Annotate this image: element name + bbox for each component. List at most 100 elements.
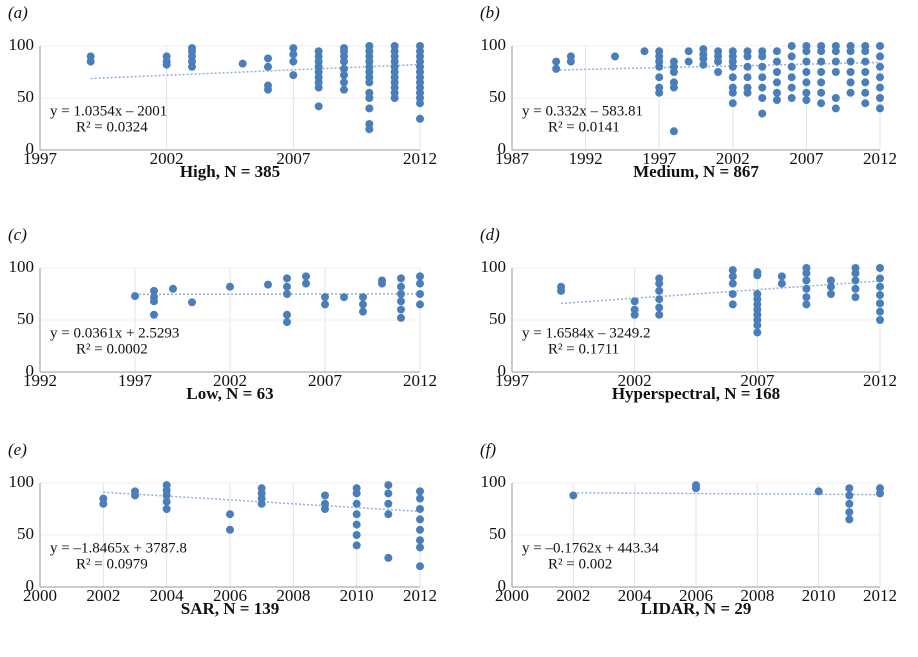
point (846, 88, 855, 97)
y-tick-label: 50 (489, 87, 506, 106)
y-tick-label: 100 (9, 257, 35, 276)
x-tick-label: 2007 (740, 371, 775, 390)
point (630, 305, 639, 314)
point (861, 99, 870, 108)
equation: y = –1.8465x + 3787.8 (50, 540, 187, 556)
equation: y = –0.1762x + 443.34 (522, 540, 659, 556)
point (238, 59, 247, 68)
point (826, 290, 835, 298)
x-tick-label: 1997 (118, 371, 153, 390)
point (302, 272, 310, 281)
point (699, 45, 708, 54)
point (802, 68, 811, 76)
point (365, 120, 374, 128)
point (802, 276, 811, 285)
y-tick-label: 0 (26, 576, 35, 595)
point (162, 505, 171, 513)
r-squared: R² = 0.0141 (548, 119, 620, 135)
point (684, 47, 693, 56)
point (876, 291, 884, 300)
point (846, 68, 855, 76)
point (352, 499, 361, 508)
x-tick-label: 2012 (403, 149, 437, 168)
panel-label: (b) (480, 3, 500, 22)
point (826, 282, 835, 291)
point (758, 83, 767, 92)
point (162, 497, 171, 506)
point (552, 57, 561, 66)
point (283, 290, 291, 298)
point (384, 489, 393, 498)
point (384, 553, 393, 562)
point (846, 57, 855, 66)
point (264, 280, 272, 289)
point (817, 88, 826, 97)
point (802, 293, 811, 302)
panel-label: (d) (480, 225, 500, 244)
point (772, 57, 781, 66)
panel-label: (c) (8, 225, 27, 244)
point (714, 68, 723, 76)
panel-title: Hyperspectral, N = 168 (612, 384, 780, 403)
point (817, 78, 826, 87)
point (264, 62, 272, 71)
point (257, 484, 266, 493)
trendline (561, 280, 881, 305)
point (876, 264, 884, 272)
y-tick-label: 100 (481, 35, 507, 54)
point (787, 73, 796, 82)
x-tick-label: 2012 (863, 371, 897, 390)
point (283, 282, 291, 291)
y-tick-label: 50 (489, 309, 506, 328)
point (714, 47, 723, 56)
point (817, 42, 826, 50)
point (397, 313, 405, 322)
point (162, 481, 171, 490)
point (302, 279, 310, 288)
point (728, 83, 737, 92)
point (699, 60, 708, 69)
y-tick-label: 100 (481, 257, 507, 276)
point (772, 88, 781, 97)
point (416, 536, 424, 545)
x-tick-label: 2010 (340, 586, 374, 605)
y-tick-label: 50 (17, 309, 34, 328)
point (365, 88, 374, 97)
point (753, 268, 762, 277)
y-tick-label: 50 (17, 524, 34, 543)
point (876, 83, 884, 92)
point (845, 491, 854, 500)
x-tick-label: 2002 (716, 149, 750, 168)
x-tick-label: 2002 (213, 371, 247, 390)
point (99, 494, 108, 503)
x-tick-label: 2007 (276, 149, 311, 168)
point (655, 47, 664, 56)
trendline (90, 63, 421, 80)
x-tick-label: 2012 (863, 149, 897, 168)
point (861, 78, 870, 87)
point (378, 276, 386, 285)
point (397, 290, 405, 298)
point (876, 62, 884, 71)
point (264, 54, 272, 63)
point (416, 562, 424, 571)
point (365, 104, 374, 113)
point (416, 487, 424, 496)
x-tick-label: 2008 (740, 586, 774, 605)
point (758, 109, 767, 118)
point (416, 505, 424, 513)
point (397, 297, 405, 306)
panel-label: (e) (8, 440, 27, 459)
point (352, 531, 361, 539)
x-tick-label: 2012 (863, 586, 897, 605)
point (340, 71, 348, 80)
point (845, 484, 854, 493)
point (289, 44, 298, 53)
point (557, 282, 566, 291)
point (226, 282, 234, 291)
point (876, 299, 884, 308)
point (150, 310, 158, 319)
point (851, 264, 860, 272)
point (861, 57, 870, 66)
point (655, 274, 664, 283)
